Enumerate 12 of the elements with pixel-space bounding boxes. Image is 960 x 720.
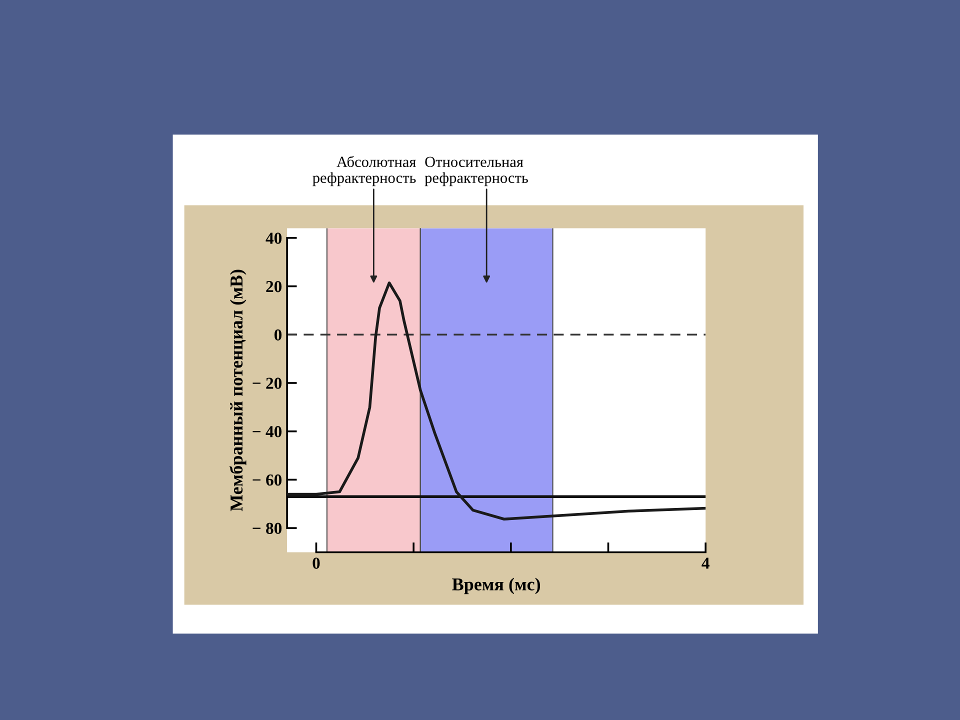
y-tick-label: 20	[266, 280, 282, 292]
y-tick-label: − 80	[252, 522, 282, 534]
y-tick-label: 40	[266, 232, 282, 244]
text: Абсолютная рефрактерность	[312, 156, 416, 186]
y-tick-label: − 40	[252, 426, 282, 438]
y-tick-label: − 20	[252, 378, 282, 389]
y-axis-title: Мембранный потенциал (мВ)	[230, 270, 246, 512]
y-tick-label: 0	[274, 329, 282, 341]
text: Относительная рефрактерность	[424, 156, 528, 186]
x-tick-label: 4	[702, 558, 710, 569]
x-axis-title: Время (мс)	[452, 578, 540, 594]
y-tick-label: − 60	[252, 474, 282, 486]
